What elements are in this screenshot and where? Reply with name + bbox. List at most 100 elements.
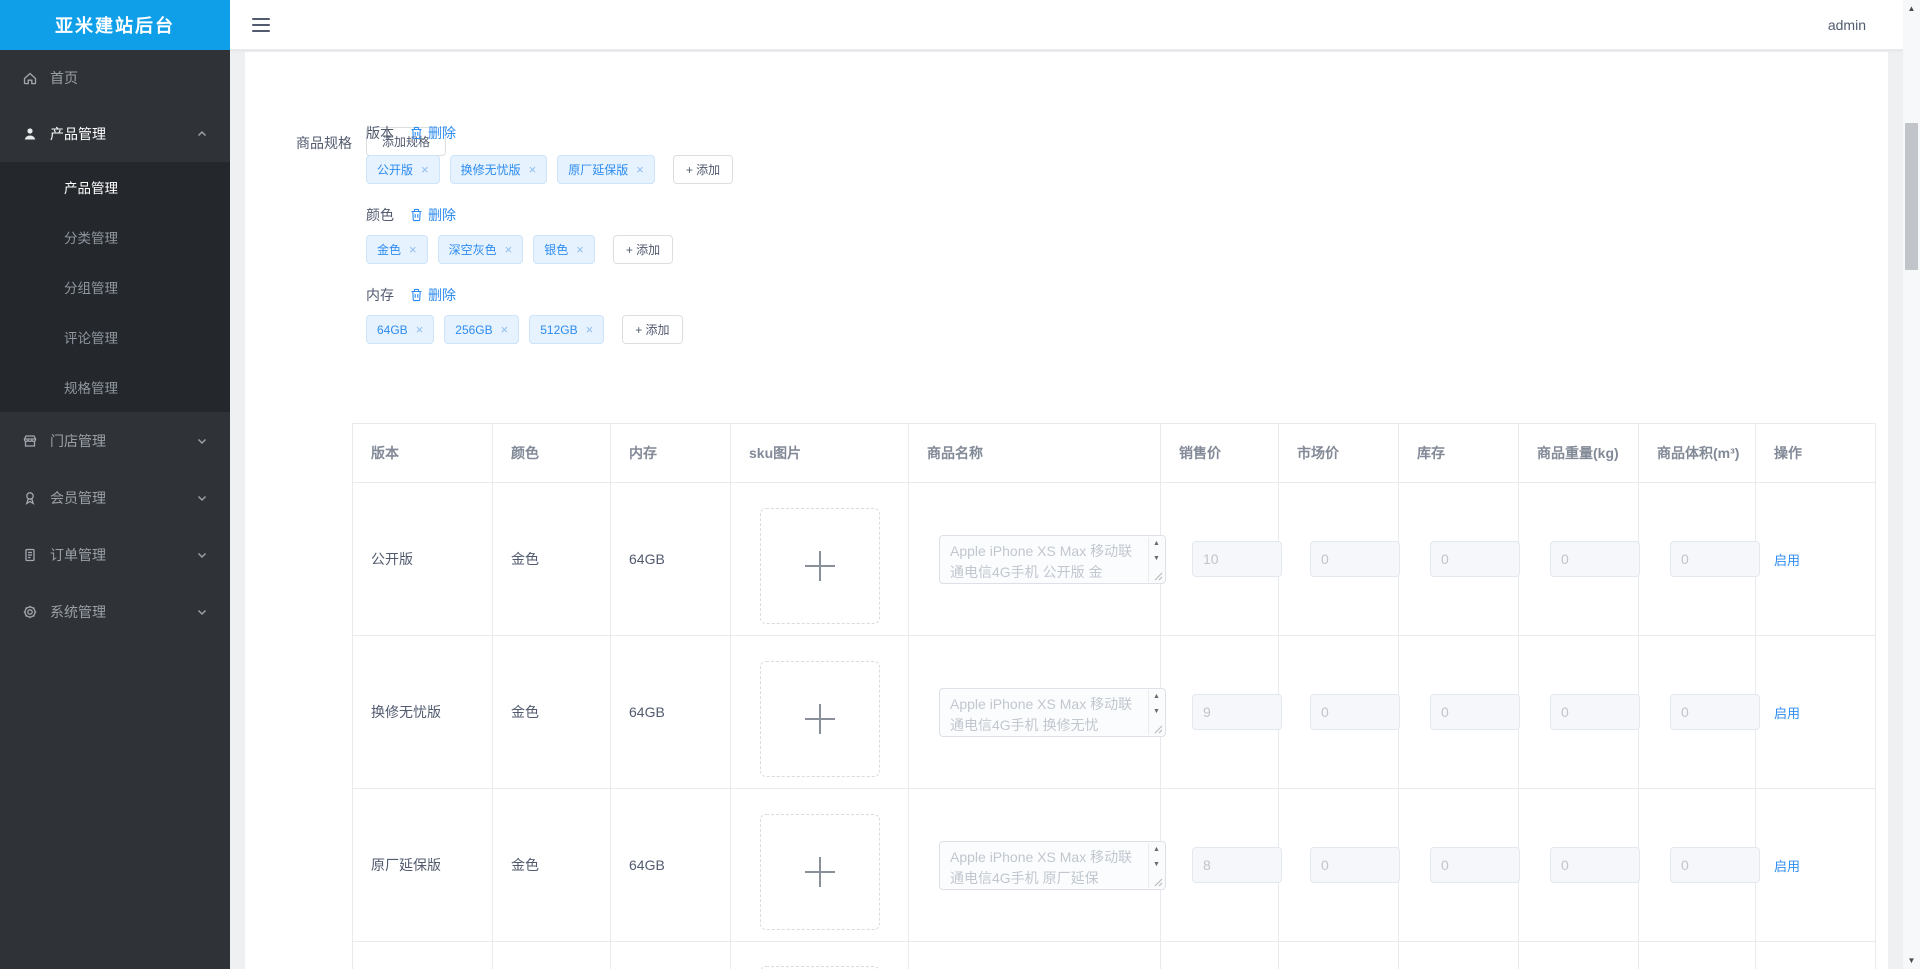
cell-color: 金色	[492, 788, 611, 942]
sale-price-input[interactable]	[1192, 541, 1282, 577]
volume-input[interactable]	[1670, 847, 1760, 883]
scroll-down-icon[interactable]: ▼	[1153, 707, 1160, 715]
market-price-input[interactable]	[1310, 694, 1400, 730]
spec-group-header: 颜色 删除	[366, 205, 456, 225]
sidebar-item-product-management[interactable]: 产品管理	[0, 106, 230, 162]
col-stock: 库存	[1398, 423, 1519, 483]
volume-input[interactable]	[1670, 694, 1760, 730]
stock-input[interactable]	[1430, 694, 1520, 730]
sidebar-subitem-group-management[interactable]: 分组管理	[64, 281, 118, 296]
scroll-up-icon[interactable]: ▲	[1153, 539, 1160, 547]
col-version: 版本	[352, 423, 493, 483]
volume-input[interactable]	[1670, 541, 1760, 577]
resize-grip-icon[interactable]	[1154, 725, 1163, 734]
add-spec-value-button[interactable]: + 添加	[622, 315, 683, 344]
spec-value-tag[interactable]: 原厂延保版 ×	[557, 155, 655, 184]
spec-value-tag[interactable]: 256GB ×	[444, 315, 520, 344]
app-logo: 亚米建站后台	[0, 0, 230, 50]
scrollbar-up-icon[interactable]: ▲	[1907, 4, 1916, 13]
weight-input[interactable]	[1550, 694, 1640, 730]
spec-group-name: 内存	[366, 287, 394, 303]
scrollbar-down-icon[interactable]: ▼	[1907, 956, 1916, 965]
enable-link[interactable]: 启用	[1774, 552, 1801, 568]
textarea-scrollbar[interactable]: ▲ ▼	[1148, 536, 1164, 582]
sidebar-subitem-spec-management[interactable]: 规格管理	[64, 381, 118, 396]
sale-price-input[interactable]	[1192, 694, 1282, 730]
sidebar-subitem-comment-management[interactable]: 评论管理	[64, 331, 118, 346]
product-name-textarea[interactable]: Apple iPhone XS Max 移动联通电信4G手机 换修无忧 ▲ ▼	[939, 687, 1166, 737]
sidebar-item-label: 首页	[50, 70, 78, 86]
sku-image-upload[interactable]	[760, 661, 880, 777]
add-spec-value-button[interactable]: + 添加	[612, 235, 674, 264]
sidebar-item-order-management[interactable]: 订单管理	[0, 526, 230, 583]
weight-input[interactable]	[1550, 541, 1640, 577]
textarea-scrollbar[interactable]: ▲ ▼	[1148, 842, 1164, 888]
col-sale-price: 销售价	[1160, 423, 1279, 483]
sidebar-item-label: 会员管理	[50, 489, 106, 506]
sku-image-upload[interactable]	[760, 814, 880, 930]
close-icon[interactable]: ×	[409, 242, 417, 257]
scroll-up-icon[interactable]: ▲	[1153, 692, 1160, 700]
spec-value-tag[interactable]: 公开版 ×	[366, 155, 440, 184]
topbar: admin	[230, 0, 1920, 50]
sale-price-input[interactable]	[1192, 847, 1282, 883]
delete-spec-group-button[interactable]: 删除	[410, 285, 456, 305]
close-icon[interactable]: ×	[415, 322, 424, 337]
spec-value-tag[interactable]: 64GB ×	[366, 315, 435, 344]
spec-section-label: 商品规格	[296, 135, 352, 151]
window-scrollbar[interactable]: ▲ ▼	[1903, 0, 1920, 969]
weight-input[interactable]	[1550, 847, 1640, 883]
spec-values-row: 公开版 × 换修无忧版 × 原厂延保版 × + 添加	[366, 155, 734, 184]
sidebar-item-system-management[interactable]: 系统管理	[0, 583, 230, 640]
close-icon[interactable]: ×	[576, 242, 584, 257]
product-name-textarea[interactable]: Apple iPhone XS Max 移动联通电信4G手机 原厂延保 ▲ ▼	[939, 840, 1166, 890]
cell-color: 金色	[492, 635, 611, 789]
stock-input[interactable]	[1430, 847, 1520, 883]
chevron-down-icon	[197, 609, 207, 615]
add-spec-value-button[interactable]: + 添加	[672, 155, 734, 184]
table-row-partial	[352, 941, 1876, 969]
scroll-up-icon[interactable]: ▲	[1153, 845, 1160, 853]
sidebar-item-home[interactable]: 首页	[0, 50, 230, 106]
enable-link[interactable]: 启用	[1774, 705, 1801, 721]
spec-value-tag[interactable]: 512GB ×	[529, 315, 605, 344]
delete-spec-group-button[interactable]: 删除	[410, 123, 456, 143]
close-icon[interactable]: ×	[585, 322, 594, 337]
spec-group-name: 颜色	[366, 207, 394, 223]
close-icon[interactable]: ×	[528, 162, 537, 177]
spec-value-tag[interactable]: 深空灰色 ×	[437, 235, 524, 264]
sidebar-item-member-management[interactable]: 会员管理	[0, 469, 230, 526]
resize-grip-icon[interactable]	[1154, 572, 1163, 581]
close-icon[interactable]: ×	[504, 242, 513, 257]
enable-link[interactable]: 启用	[1774, 858, 1801, 874]
sidebar-subitem-category-management[interactable]: 分类管理	[64, 231, 118, 246]
col-volume: 商品体积(m³)	[1638, 423, 1756, 483]
scroll-down-icon[interactable]: ▼	[1153, 554, 1160, 562]
stock-input[interactable]	[1430, 541, 1520, 577]
textarea-scrollbar[interactable]: ▲ ▼	[1148, 689, 1164, 735]
close-icon[interactable]: ×	[636, 162, 644, 177]
close-icon[interactable]: ×	[421, 162, 429, 177]
scroll-down-icon[interactable]: ▼	[1153, 860, 1160, 868]
cell-memory: 64GB	[610, 635, 731, 789]
table-row: 原厂延保版 金色 64GB Apple iPhone XS Max 移动联通电信…	[352, 788, 1876, 942]
menu-toggle-icon[interactable]	[252, 17, 270, 32]
market-price-input[interactable]	[1310, 847, 1400, 883]
sku-image-upload[interactable]	[760, 965, 880, 969]
close-icon[interactable]: ×	[500, 322, 509, 337]
sidebar-subitem-product-management[interactable]: 产品管理	[64, 181, 118, 196]
user-menu[interactable]: admin	[1827, 17, 1866, 33]
cell-memory: 64GB	[610, 788, 731, 942]
delete-spec-group-button[interactable]: 删除	[410, 205, 456, 225]
sku-image-upload[interactable]	[760, 508, 880, 624]
scrollbar-thumb[interactable]	[1905, 123, 1918, 270]
resize-grip-icon[interactable]	[1154, 878, 1163, 887]
spec-value-tag[interactable]: 换修无忧版 ×	[449, 155, 548, 184]
spec-value-tag[interactable]: 金色 ×	[366, 235, 428, 264]
product-name-textarea[interactable]: Apple iPhone XS Max 移动联通电信4G手机 公开版 金 ▲ ▼	[939, 534, 1166, 584]
sidebar-item-store-management[interactable]: 门店管理	[0, 412, 230, 469]
spec-value-tag[interactable]: 银色 ×	[533, 235, 595, 264]
plus-icon	[805, 551, 835, 581]
market-price-input[interactable]	[1310, 541, 1400, 577]
cell-version: 公开版	[352, 482, 493, 636]
